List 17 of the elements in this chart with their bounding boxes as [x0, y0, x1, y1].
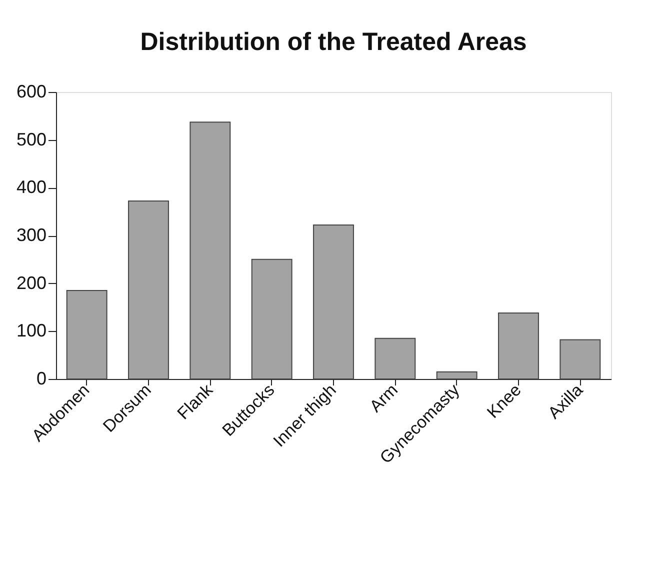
bar — [374, 338, 416, 380]
y-tick-label: 0 — [36, 368, 46, 388]
bar — [560, 339, 601, 380]
y-tick-label: 600 — [16, 82, 46, 102]
bar — [436, 371, 478, 380]
y-tick-label: 400 — [16, 177, 46, 198]
bar — [128, 200, 169, 380]
bar — [498, 312, 539, 380]
y-tick-label: 200 — [16, 272, 46, 293]
chart-title: Distribution of the Treated Areas — [140, 28, 527, 56]
y-tick-label: 300 — [16, 225, 46, 245]
bar — [190, 122, 231, 380]
y-tick-label: 500 — [16, 129, 46, 150]
bar — [66, 290, 108, 380]
bar — [251, 258, 292, 380]
y-tick-label: 100 — [16, 320, 46, 341]
bar — [313, 224, 354, 380]
